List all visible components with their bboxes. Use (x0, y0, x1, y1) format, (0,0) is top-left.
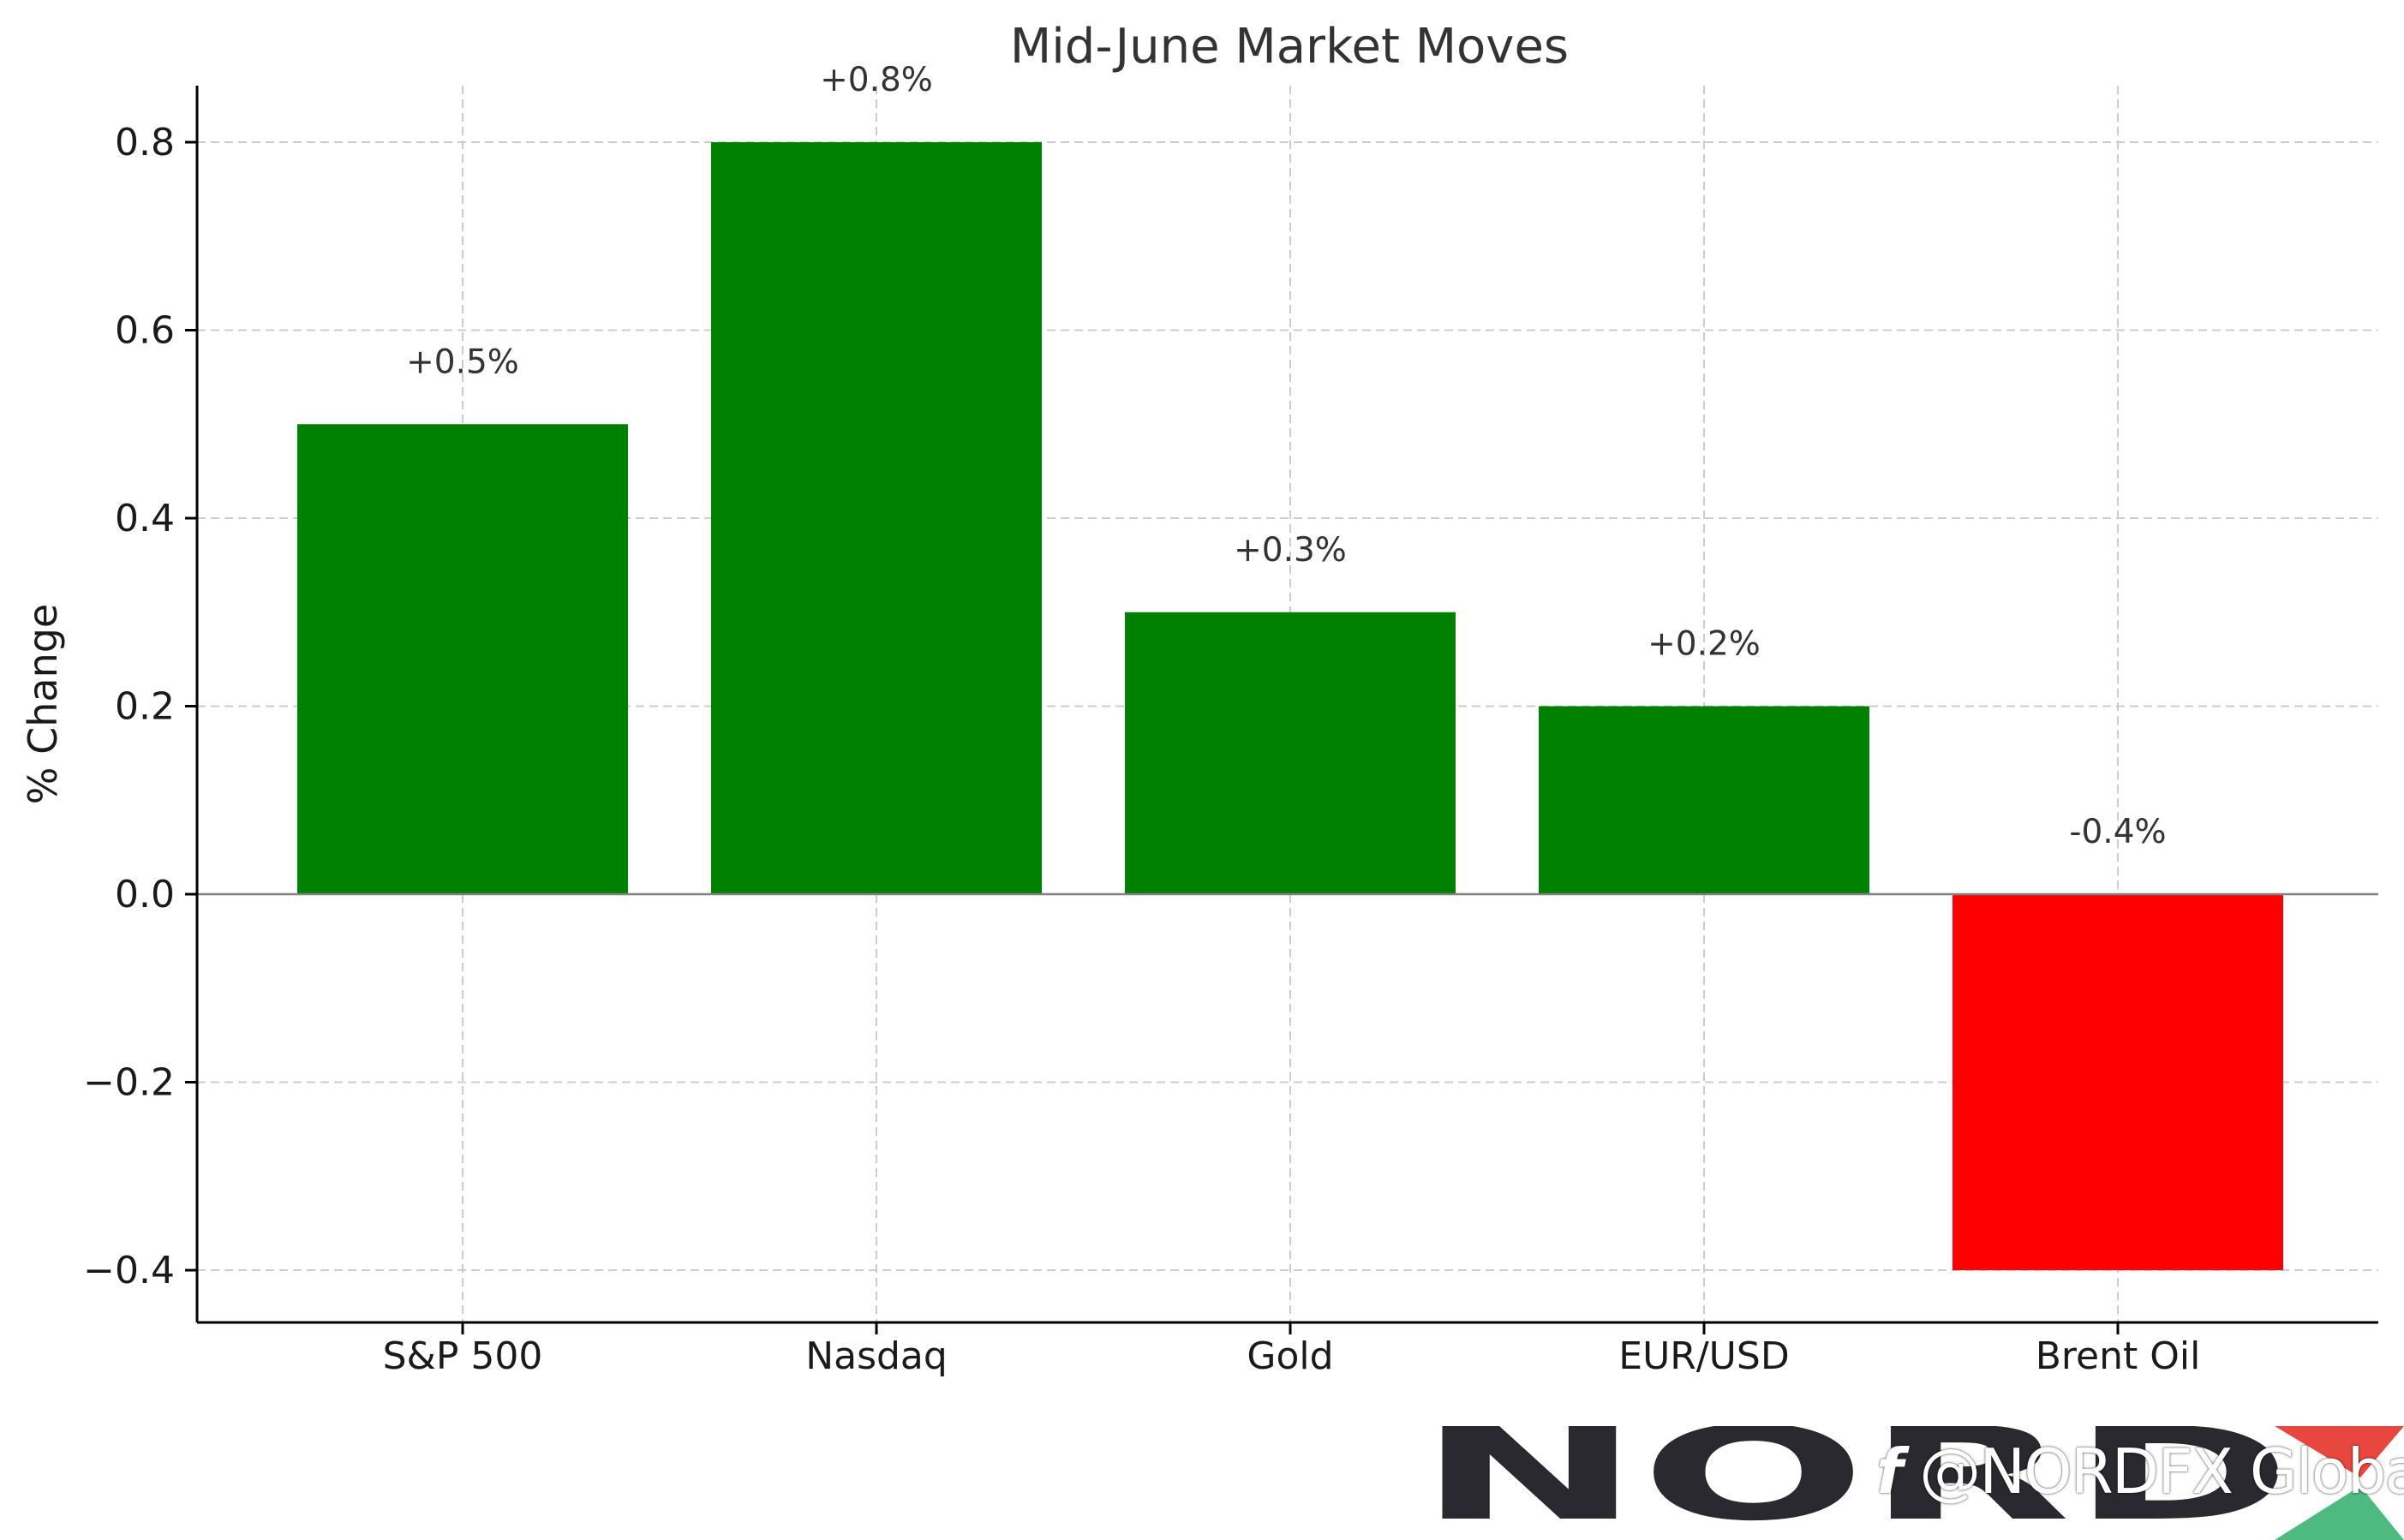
y-tick-label: 0.8 (115, 121, 175, 164)
bar-nasdaq (711, 142, 1042, 894)
y-axis-label: % Change (20, 604, 66, 804)
y-tick-label: 0.2 (115, 685, 175, 729)
x-ticks: S&P 500 Nasdaq Gold EUR/USD Brent Oil (383, 1322, 2201, 1378)
logo-wordmark-icon: NORD (1418, 1426, 2404, 1540)
bar-brent-oil (1953, 894, 2283, 1270)
bar-s-p-500 (297, 424, 628, 894)
x-tick-label: Gold (1247, 1334, 1333, 1378)
data-label: +0.8% (820, 61, 933, 99)
nordfx-logo: NORD (1418, 1426, 2404, 1540)
y-tick-label: 0.4 (115, 497, 175, 540)
y-tick-label: 0.6 (115, 309, 175, 353)
data-label: +0.3% (1234, 531, 1347, 570)
y-ticks: −0.4 −0.2 0.0 0.2 0.4 0.6 0.8 (83, 121, 197, 1292)
bar-gold (1125, 612, 1456, 894)
data-label: +0.5% (406, 343, 519, 381)
watermark-handle: f @NORDFX Global (1876, 1436, 2404, 1507)
bar-eur-usd (1539, 706, 1869, 894)
data-label: -0.4% (2069, 813, 2166, 851)
facebook-icon: f (1876, 1436, 1903, 1507)
axes (195, 86, 2378, 1324)
y-tick-label: 0.0 (115, 873, 175, 916)
y-tick-label: −0.2 (83, 1061, 175, 1105)
x-tick-label: Brent Oil (2036, 1334, 2201, 1378)
data-label: +0.2% (1648, 625, 1761, 664)
y-tick-label: −0.4 (83, 1249, 175, 1292)
chart-title: Mid-June Market Moves (1010, 19, 1569, 75)
data-labels: +0.5% +0.8% +0.3% +0.2% -0.4% (406, 61, 2166, 851)
bars (297, 142, 2283, 1270)
watermark-handle-text: @NORDFX Global (1919, 1436, 2404, 1507)
x-tick-label: S&P 500 (383, 1334, 543, 1378)
svg-text:NORD: NORD (1418, 1426, 2292, 1540)
x-tick-label: EUR/USD (1618, 1334, 1789, 1378)
x-tick-label: Nasdaq (805, 1334, 948, 1378)
